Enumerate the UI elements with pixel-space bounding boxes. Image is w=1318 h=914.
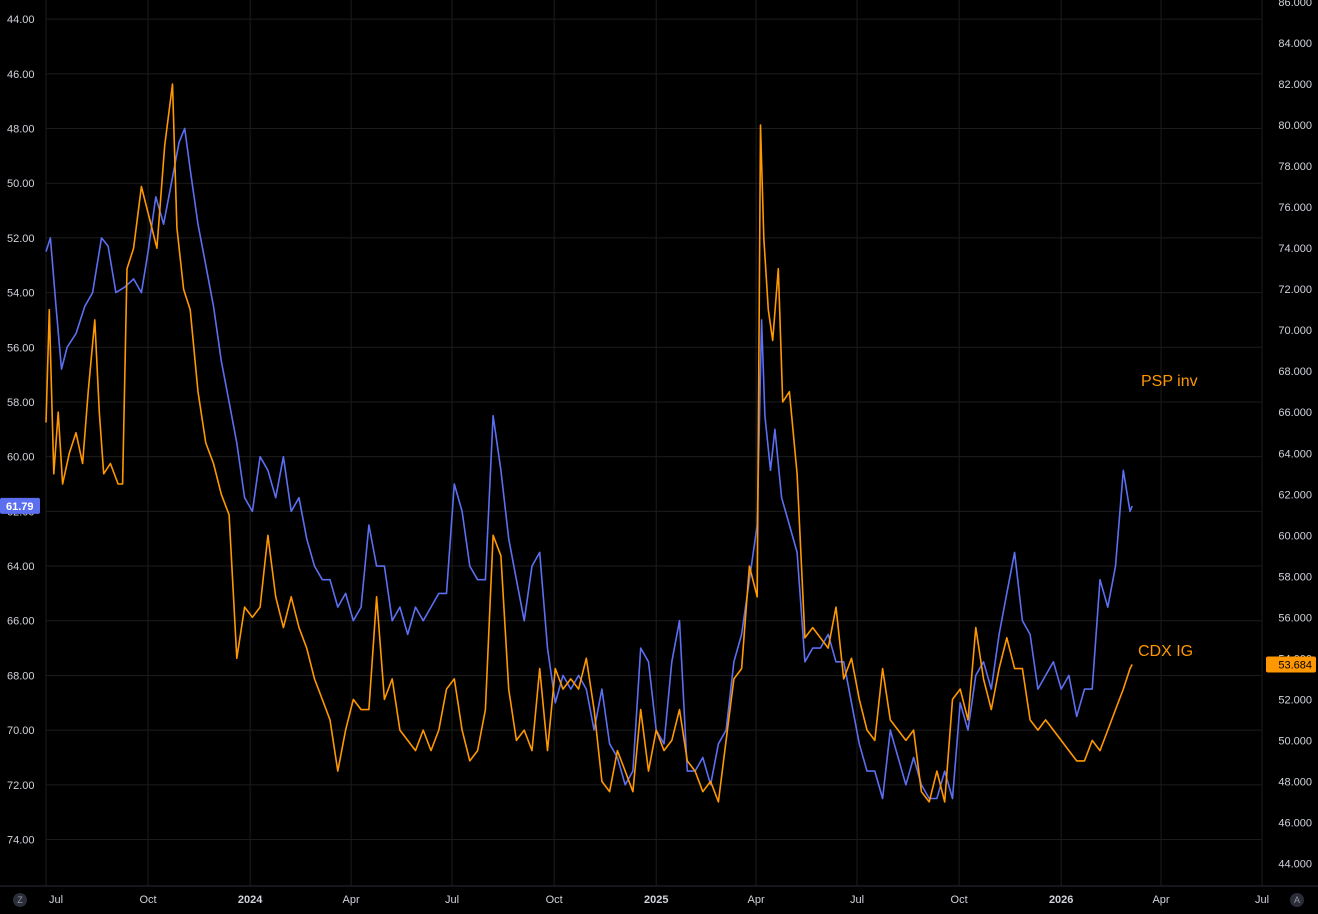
right-tick-label: 84.000 — [1278, 38, 1312, 50]
right-tick-label: 86.000 — [1278, 0, 1312, 9]
x-tick-label: 2024 — [238, 894, 263, 906]
right-tick-label: 68.000 — [1278, 366, 1312, 378]
x-tick-label: Jul — [49, 894, 63, 906]
psp-last-value-badge — [1266, 656, 1316, 673]
x-tick-label: Oct — [546, 894, 563, 906]
series-labels: CDX IG PSP inv — [1138, 373, 1198, 660]
x-tick-label: Apr — [1152, 894, 1169, 906]
left-tick-label: 50.00 — [7, 178, 35, 190]
series-label-psp-inv: PSP inv — [1141, 373, 1198, 390]
x-tick-label: Apr — [748, 894, 765, 906]
right-tick-label: 66.000 — [1278, 407, 1312, 419]
left-tick-label: 68.00 — [7, 670, 35, 682]
grid — [0, 0, 1318, 887]
right-tick-label: 62.000 — [1278, 489, 1312, 501]
left-tick-label: 56.00 — [7, 342, 35, 354]
right-tick-label: 60.000 — [1278, 530, 1312, 542]
left-tick-label: 74.00 — [7, 835, 35, 847]
cdx-last-value-badge — [0, 497, 40, 514]
right-tick-label: 64.000 — [1278, 448, 1312, 460]
x-tick-label: Apr — [343, 894, 360, 906]
left-tick-label: 52.00 — [7, 233, 35, 245]
left-tick-label: 44.00 — [7, 14, 35, 26]
series-label-cdx-ig: CDX IG — [1138, 643, 1193, 660]
auto-scale-toggle[interactable]: A — [1290, 893, 1304, 907]
right-tick-label: 48.000 — [1278, 776, 1312, 788]
right-tick-label: 52.000 — [1278, 694, 1312, 706]
right-tick-label: 74.000 — [1278, 243, 1312, 255]
psp-last-value-text: 53.684 — [1278, 660, 1312, 672]
right-tick-label: 82.000 — [1278, 79, 1312, 91]
right-tick-label: 46.000 — [1278, 817, 1312, 829]
left-tick-label: 70.00 — [7, 725, 35, 737]
value-badges: 61.79 53.684 — [0, 497, 1316, 673]
left-tick-label: 66.00 — [7, 616, 35, 628]
x-tick-label: Jul — [1255, 894, 1269, 906]
x-tick-label: Jul — [850, 894, 864, 906]
right-tick-label: 78.000 — [1278, 161, 1312, 173]
x-axis[interactable]: Jul Oct 2024 Apr Jul Oct 2025 Apr Jul Oct 2026 Apr J… — [49, 894, 1269, 906]
right-tick-label: 76.000 — [1278, 202, 1312, 214]
right-tick-label: 44.000 — [1278, 858, 1312, 870]
log-scale-toggle[interactable]: Z — [13, 893, 27, 907]
cdx-last-value-text: 61.79 — [6, 501, 34, 513]
left-tick-label: 64.00 — [7, 561, 35, 573]
left-tick-label: 58.00 — [7, 397, 35, 409]
left-tick-label: 72.00 — [7, 780, 35, 792]
left-tick-label: 48.00 — [7, 124, 35, 136]
x-tick-label: Oct — [951, 894, 968, 906]
right-tick-label: 70.000 — [1278, 325, 1312, 337]
left-tick-label: 54.00 — [7, 288, 35, 300]
right-tick-label: 56.000 — [1278, 612, 1312, 624]
left-tick-label: 46.00 — [7, 69, 35, 81]
right-tick-label: 80.000 — [1278, 120, 1312, 132]
x-tick-label: 2025 — [644, 894, 668, 906]
x-tick-label: Oct — [140, 894, 157, 906]
plot-area — [45, 83, 1133, 803]
right-tick-label: 58.000 — [1278, 571, 1312, 583]
right-tick-label: 72.000 — [1278, 284, 1312, 296]
series-line-psp-inv[interactable] — [45, 83, 1133, 803]
right-tick-label: 50.000 — [1278, 735, 1312, 747]
series-line-cdx-ig[interactable] — [45, 127, 1133, 800]
left-tick-label: 60.00 — [7, 452, 35, 464]
x-tick-label: Jul — [445, 894, 459, 906]
x-tick-label: 2026 — [1049, 894, 1073, 906]
